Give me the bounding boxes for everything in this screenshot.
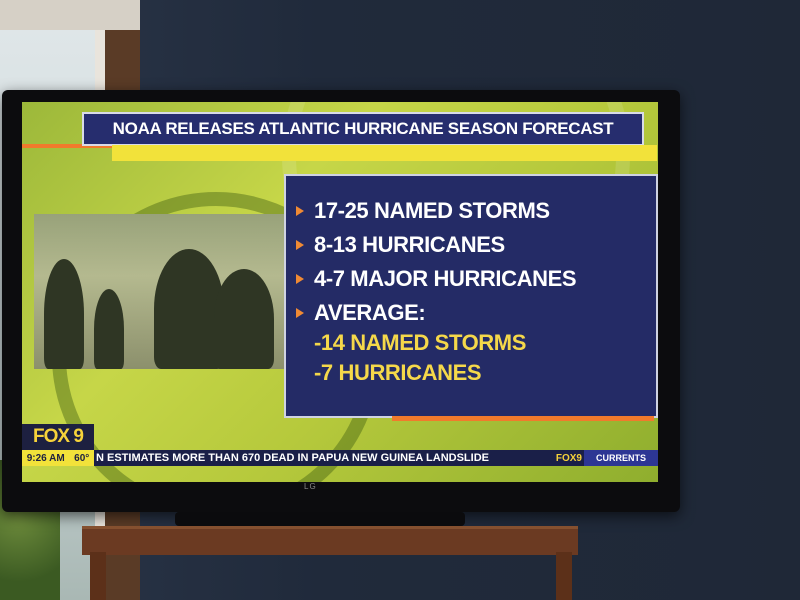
window-top xyxy=(0,0,140,30)
shelf-leg xyxy=(556,552,572,600)
temperature-text: 60° xyxy=(74,452,90,464)
bullet-arrow-icon xyxy=(296,274,304,284)
forecast-item: 8-13 HURRICANES xyxy=(296,232,505,258)
forecast-item-text: AVERAGE: xyxy=(314,300,426,325)
time-temp-box: 9:26 AM 60° xyxy=(22,450,94,466)
tv-stand xyxy=(175,512,465,526)
news-ticker: N ESTIMATES MORE THAN 670 DEAD IN PAPUA … xyxy=(94,450,658,466)
hurricane-photo xyxy=(34,214,284,369)
forecast-item: AVERAGE: xyxy=(296,300,426,326)
average-item: -7 HURRICANES xyxy=(314,360,482,385)
bullet-arrow-icon xyxy=(296,240,304,250)
palm-tree xyxy=(214,269,274,369)
palm-tree xyxy=(94,289,124,369)
tv-screen: NOAA RELEASES ATLANTIC HURRICANE SEASON … xyxy=(22,102,658,482)
forecast-item: 17-25 NAMED STORMS xyxy=(296,198,550,224)
palm-tree xyxy=(44,259,84,369)
bullet-arrow-icon xyxy=(296,308,304,318)
ticker-logo: FOX9 xyxy=(555,452,582,464)
headline-bar: NOAA RELEASES ATLANTIC HURRICANE SEASON … xyxy=(82,112,644,146)
forecast-item: 4-7 MAJOR HURRICANES xyxy=(296,266,577,292)
palm-tree xyxy=(154,249,224,369)
forecast-item-text: 17-25 NAMED STORMS xyxy=(314,198,550,223)
ticker-text: N ESTIMATES MORE THAN 670 DEAD IN PAPUA … xyxy=(96,452,489,464)
accent-band xyxy=(112,145,657,161)
station-logo: FOX 9 xyxy=(22,424,94,450)
ticker-label: CURRENTS xyxy=(584,450,658,466)
headline-text: NOAA RELEASES ATLANTIC HURRICANE SEASON … xyxy=(112,119,614,138)
station-logo-text: FOX 9 xyxy=(33,426,84,447)
accent-line xyxy=(392,416,654,421)
forecast-panel: 17-25 NAMED STORMS 8-13 HURRICANES 4-7 M… xyxy=(284,174,658,418)
average-item: -14 NAMED STORMS xyxy=(314,330,526,355)
forecast-item-text: 4-7 MAJOR HURRICANES xyxy=(314,266,577,291)
television: NOAA RELEASES ATLANTIC HURRICANE SEASON … xyxy=(2,90,680,512)
tv-brand-logo: LG xyxy=(304,482,317,491)
wooden-shelf xyxy=(82,526,578,555)
shelf-leg xyxy=(90,552,106,600)
time-text: 9:26 AM xyxy=(26,452,65,464)
forecast-item-text: 8-13 HURRICANES xyxy=(314,232,505,257)
bullet-arrow-icon xyxy=(296,206,304,216)
